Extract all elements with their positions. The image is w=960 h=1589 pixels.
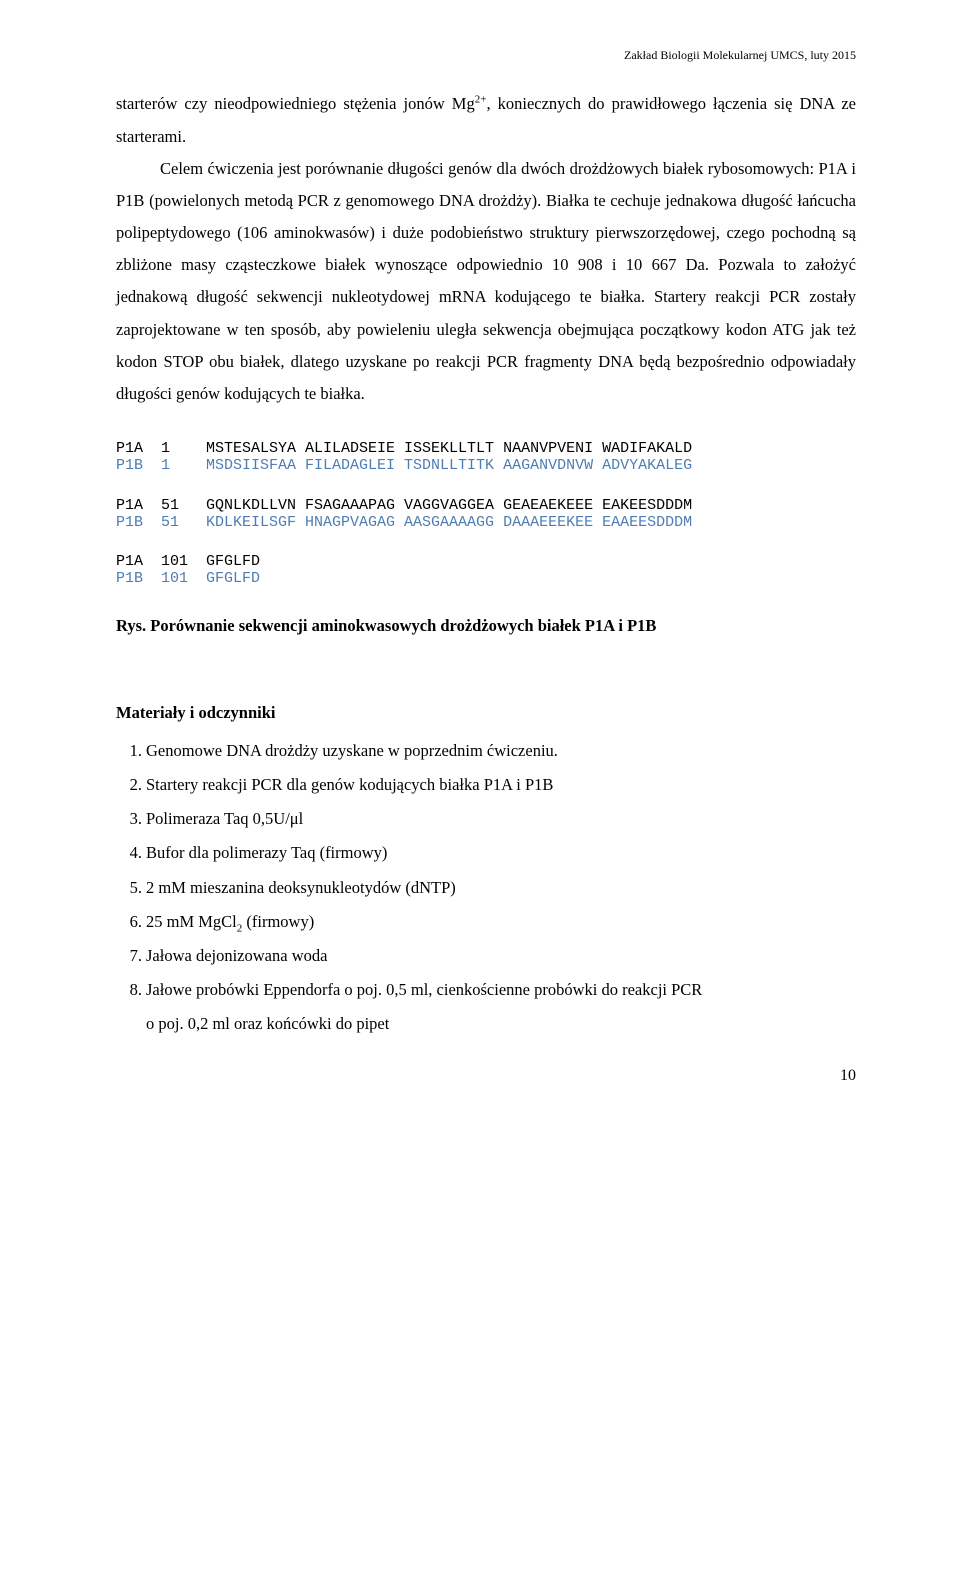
list-number: 3.	[118, 803, 142, 835]
list-number: 6.	[118, 906, 142, 938]
page-number: 10	[116, 1060, 856, 1091]
list-text-continuation: o poj. 0,2 ml oraz końcówki do pipet	[146, 1008, 856, 1040]
list-item: 8.Jałowe probówki Eppendorfa o poj. 0,5 …	[146, 974, 856, 1040]
list-item: 6.25 mM MgCl2 (firmowy)	[146, 906, 856, 938]
sequence-block-3: P1A 101 GFGLFD P1B 101 GFGLFD	[116, 553, 856, 588]
list-item: 4.Bufor dla polimerazy Taq (firmowy)	[146, 837, 856, 869]
list-text: Jałowa dejonizowana woda	[146, 946, 327, 965]
list-number: 7.	[118, 940, 142, 972]
list-number: 1.	[118, 735, 142, 767]
superscript-2plus: 2+	[475, 94, 487, 106]
para-fragment: starterów czy nieodpowiedniego stężenia …	[116, 94, 475, 113]
list-item: 1.Genomowe DNA drożdży uzyskane w poprze…	[146, 735, 856, 767]
sequence-p1a-row: P1A 51 GQNLKDLLVN FSAGAAAPAG VAGGVAGGEA …	[116, 497, 692, 514]
sequence-block-1: P1A 1 MSTESALSYA ALILADSEIE ISSEKLLTLT N…	[116, 440, 856, 475]
list-number: 4.	[118, 837, 142, 869]
sequence-p1a-row: P1A 1 MSTESALSYA ALILADSEIE ISSEKLLTLT N…	[116, 440, 692, 457]
para-fragment: Celem ćwiczenia jest porównanie długości…	[116, 159, 856, 403]
sequence-block-2: P1A 51 GQNLKDLLVN FSAGAAAPAG VAGGVAGGEA …	[116, 497, 856, 532]
list-number: 2.	[118, 769, 142, 801]
sequence-p1a-row: P1A 101 GFGLFD	[116, 553, 260, 570]
page-header: Zakład Biologii Molekularnej UMCS, luty …	[116, 48, 856, 62]
list-text: Genomowe DNA drożdży uzyskane w poprzedn…	[146, 741, 558, 760]
materials-heading: Materiały i odczynniki	[116, 697, 856, 729]
list-text: Bufor dla polimerazy Taq (firmowy)	[146, 843, 387, 862]
list-item: 5.2 mM mieszanina deoksynukleotydów (dNT…	[146, 872, 856, 904]
list-text: Startery reakcji PCR dla genów kodującyc…	[146, 775, 553, 794]
body-paragraph-1: starterów czy nieodpowiedniego stężenia …	[116, 88, 856, 410]
list-text: Jałowe probówki Eppendorfa o poj. 0,5 ml…	[146, 980, 702, 999]
list-item: 2.Startery reakcji PCR dla genów kodując…	[146, 769, 856, 801]
list-text-fragment: 25 mM MgCl	[146, 912, 237, 931]
list-text-fragment: (firmowy)	[242, 912, 314, 931]
list-number: 5.	[118, 872, 142, 904]
list-text: Polimeraza Taq 0,5U/μl	[146, 809, 303, 828]
list-number: 8.	[118, 974, 142, 1006]
materials-list: 1.Genomowe DNA drożdży uzyskane w poprze…	[116, 735, 856, 1041]
figure-caption: Rys. Porównanie sekwencji aminokwasowych…	[116, 614, 856, 637]
sequence-p1b-row: P1B 51 KDLKEILSGF HNAGPVAGAG AASGAAAAGG …	[116, 514, 692, 531]
list-text: 25 mM MgCl2 (firmowy)	[146, 912, 314, 931]
sequence-p1b-row: P1B 101 GFGLFD	[116, 570, 260, 587]
list-item: 3.Polimeraza Taq 0,5U/μl	[146, 803, 856, 835]
list-text: 2 mM mieszanina deoksynukleotydów (dNTP)	[146, 878, 456, 897]
list-item: 7.Jałowa dejonizowana woda	[146, 940, 856, 972]
sequence-p1b-row: P1B 1 MSDSIISFAA FILADAGLEI TSDNLLTITK A…	[116, 457, 692, 474]
